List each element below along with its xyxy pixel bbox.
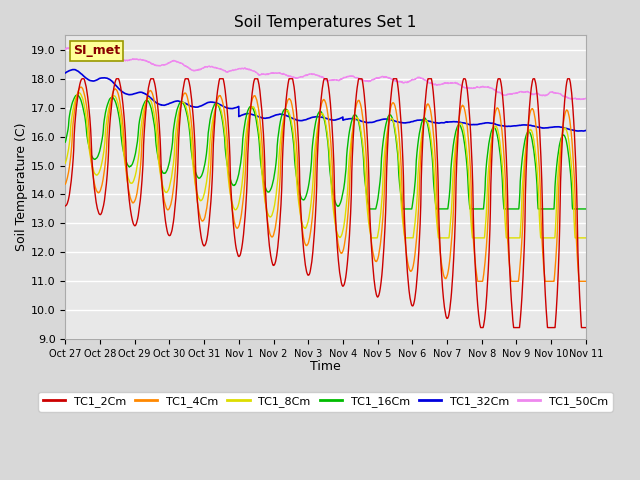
Legend: TC1_2Cm, TC1_4Cm, TC1_8Cm, TC1_16Cm, TC1_32Cm, TC1_50Cm: TC1_2Cm, TC1_4Cm, TC1_8Cm, TC1_16Cm, TC1… — [38, 392, 612, 412]
X-axis label: Time: Time — [310, 360, 341, 373]
Text: SI_met: SI_met — [73, 45, 120, 58]
Title: Soil Temperatures Set 1: Soil Temperatures Set 1 — [234, 15, 417, 30]
Y-axis label: Soil Temperature (C): Soil Temperature (C) — [15, 123, 28, 252]
